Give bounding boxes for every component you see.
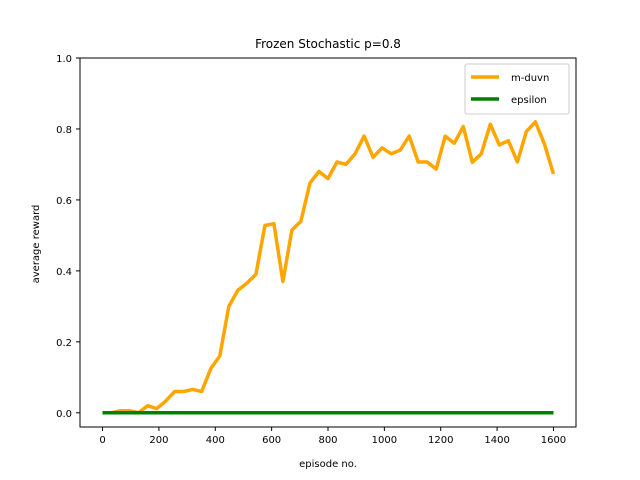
plot-lines	[102, 120, 556, 415]
chart-title: Frozen Stochastic p=0.8	[255, 37, 401, 51]
legend-box	[464, 63, 570, 115]
y-axis-ticks: 0.0 0.2 0.4 0.6 0.8 1.0	[56, 54, 80, 420]
x-tick-label: 1000	[372, 435, 397, 446]
legend-label-m-duvn: m-duvn	[511, 73, 549, 84]
y-tick-label: 1.0	[56, 54, 72, 65]
y-tick-label: 0.2	[56, 338, 72, 349]
series-line-m-duvn	[102, 120, 556, 415]
y-tick-label: 0.6	[56, 196, 72, 207]
x-tick-label: 1200	[428, 435, 453, 446]
x-tick-label: 1600	[541, 435, 566, 446]
x-tick-label: 0	[99, 435, 105, 446]
x-axis-label: episode no.	[299, 459, 357, 470]
y-tick-label: 0.0	[56, 409, 72, 420]
x-tick-label: 200	[149, 435, 168, 446]
y-tick-label: 0.8	[56, 125, 72, 136]
x-tick-label: 600	[262, 435, 281, 446]
x-axis-ticks: 0 200 400 600 800 1000 1200 1400 1600	[99, 427, 566, 446]
x-tick-label: 1400	[484, 435, 509, 446]
y-tick-label: 0.4	[56, 267, 72, 278]
x-tick-label: 400	[206, 435, 225, 446]
legend-label-epsilon: epsilon	[511, 95, 547, 106]
x-tick-label: 800	[318, 435, 337, 446]
y-axis-label: average reward	[31, 205, 42, 284]
legend: m-duvn epsilon	[464, 63, 570, 115]
